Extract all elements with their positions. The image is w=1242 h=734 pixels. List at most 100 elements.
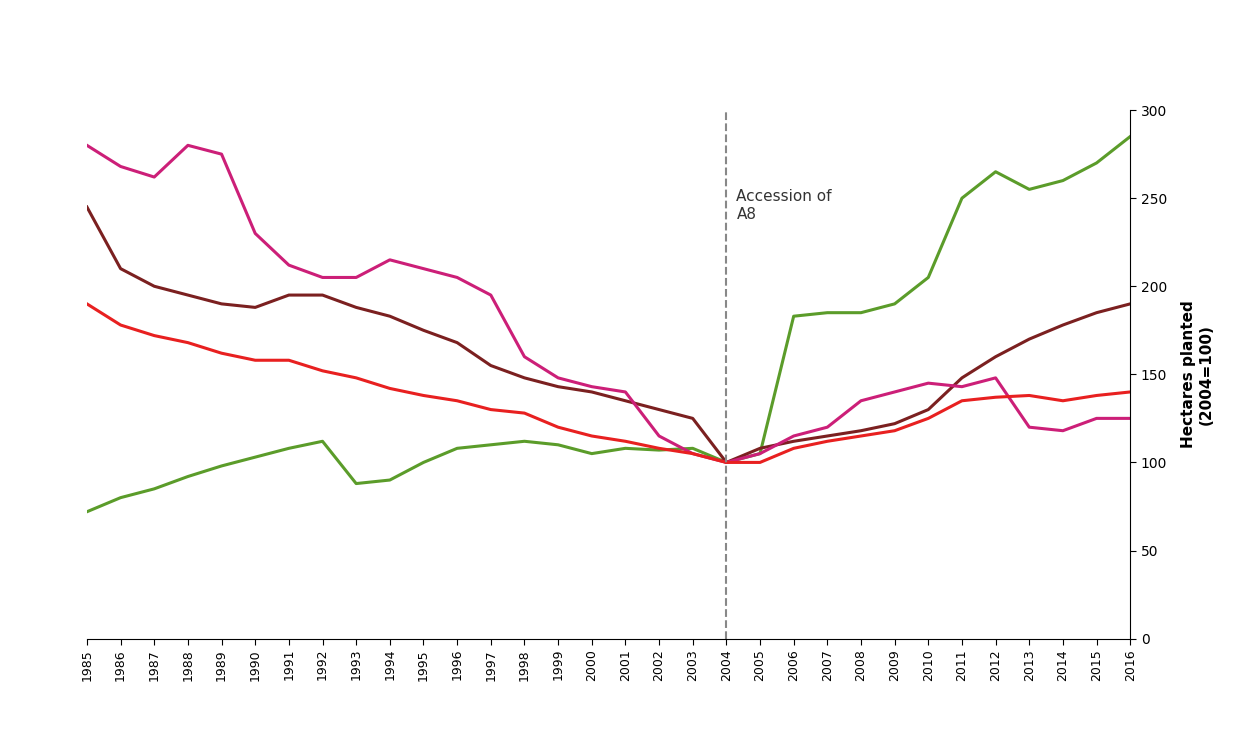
Strawberries bbox=[147, 331, 161, 340]
Cherries bbox=[1056, 321, 1071, 330]
Cherries bbox=[383, 312, 397, 321]
Line: Cherries: Cherries bbox=[87, 207, 1130, 462]
Asparagus bbox=[282, 444, 297, 453]
Raspberries bbox=[315, 273, 330, 282]
Strawberries bbox=[247, 356, 262, 365]
Strawberries bbox=[450, 396, 465, 405]
Cherries bbox=[786, 437, 801, 446]
Asparagus bbox=[383, 476, 397, 484]
Cherries bbox=[214, 299, 229, 308]
Cherries bbox=[1123, 299, 1138, 308]
Raspberries bbox=[180, 141, 195, 150]
Cherries bbox=[349, 303, 364, 312]
Asparagus bbox=[920, 273, 935, 282]
Asparagus bbox=[719, 458, 734, 467]
Asparagus bbox=[686, 444, 700, 453]
Y-axis label: Hectares planted
(2004=100): Hectares planted (2004=100) bbox=[1181, 300, 1213, 448]
Raspberries bbox=[483, 291, 498, 299]
Raspberries bbox=[517, 352, 532, 361]
Cherries bbox=[483, 361, 498, 370]
Strawberries bbox=[1089, 391, 1104, 400]
Strawberries bbox=[920, 414, 935, 423]
Strawberries bbox=[786, 444, 801, 453]
Raspberries bbox=[550, 374, 565, 382]
Cherries bbox=[1089, 308, 1104, 317]
Cherries bbox=[652, 405, 667, 414]
Strawberries bbox=[113, 321, 128, 330]
Asparagus bbox=[652, 446, 667, 454]
Strawberries bbox=[652, 444, 667, 453]
Raspberries bbox=[1123, 414, 1138, 423]
Strawberries bbox=[753, 458, 768, 467]
Line: Strawberries: Strawberries bbox=[87, 304, 1130, 462]
Cherries bbox=[753, 444, 768, 453]
Raspberries bbox=[887, 388, 902, 396]
Raspberries bbox=[1022, 423, 1037, 432]
Asparagus bbox=[1022, 185, 1037, 194]
Raspberries bbox=[820, 423, 835, 432]
Raspberries bbox=[79, 141, 94, 150]
Raspberries bbox=[853, 396, 868, 405]
Asparagus bbox=[820, 308, 835, 317]
Strawberries bbox=[383, 384, 397, 393]
Raspberries bbox=[1056, 426, 1071, 435]
Asparagus bbox=[786, 312, 801, 321]
Cherries bbox=[113, 264, 128, 273]
Raspberries bbox=[686, 449, 700, 458]
Asparagus bbox=[1123, 132, 1138, 141]
Raspberries bbox=[719, 458, 734, 467]
Raspberries bbox=[619, 388, 633, 396]
Raspberries bbox=[955, 382, 970, 391]
Strawberries bbox=[853, 432, 868, 440]
Strawberries bbox=[820, 437, 835, 446]
Strawberries bbox=[214, 349, 229, 357]
Cherries bbox=[719, 458, 734, 467]
Raspberries bbox=[349, 273, 364, 282]
Asparagus bbox=[79, 507, 94, 516]
Text: Accession of
A8: Accession of A8 bbox=[737, 189, 832, 222]
Cherries bbox=[517, 374, 532, 382]
Cherries bbox=[584, 388, 599, 396]
Raspberries bbox=[753, 449, 768, 458]
Cherries bbox=[282, 291, 297, 299]
Cherries bbox=[820, 432, 835, 440]
Cherries bbox=[686, 414, 700, 423]
Strawberries bbox=[180, 338, 195, 347]
Asparagus bbox=[619, 444, 633, 453]
Asparagus bbox=[550, 440, 565, 449]
Strawberries bbox=[887, 426, 902, 435]
Cherries bbox=[147, 282, 161, 291]
Asparagus bbox=[517, 437, 532, 446]
Asparagus bbox=[416, 458, 431, 467]
Strawberries bbox=[719, 458, 734, 467]
Raspberries bbox=[416, 264, 431, 273]
Asparagus bbox=[584, 449, 599, 458]
Cherries bbox=[853, 426, 868, 435]
Asparagus bbox=[349, 479, 364, 488]
Asparagus bbox=[113, 493, 128, 502]
Cherries bbox=[989, 352, 1004, 361]
Asparagus bbox=[955, 194, 970, 203]
Asparagus bbox=[247, 453, 262, 462]
Raspberries bbox=[147, 172, 161, 181]
Strawberries bbox=[517, 409, 532, 418]
Strawberries bbox=[315, 366, 330, 375]
Cherries bbox=[416, 326, 431, 335]
Strawberries bbox=[584, 432, 599, 440]
Raspberries bbox=[450, 273, 465, 282]
Asparagus bbox=[315, 437, 330, 446]
Strawberries bbox=[1056, 396, 1071, 405]
Asparagus bbox=[853, 308, 868, 317]
Cherries bbox=[79, 203, 94, 211]
Cherries bbox=[619, 396, 633, 405]
Strawberries bbox=[1123, 388, 1138, 396]
Raspberries bbox=[282, 261, 297, 269]
Cherries bbox=[887, 419, 902, 428]
Raspberries bbox=[383, 255, 397, 264]
Raspberries bbox=[214, 150, 229, 159]
Asparagus bbox=[1056, 176, 1071, 185]
Asparagus bbox=[989, 167, 1004, 176]
Strawberries bbox=[483, 405, 498, 414]
Raspberries bbox=[652, 432, 667, 440]
Raspberries bbox=[584, 382, 599, 391]
